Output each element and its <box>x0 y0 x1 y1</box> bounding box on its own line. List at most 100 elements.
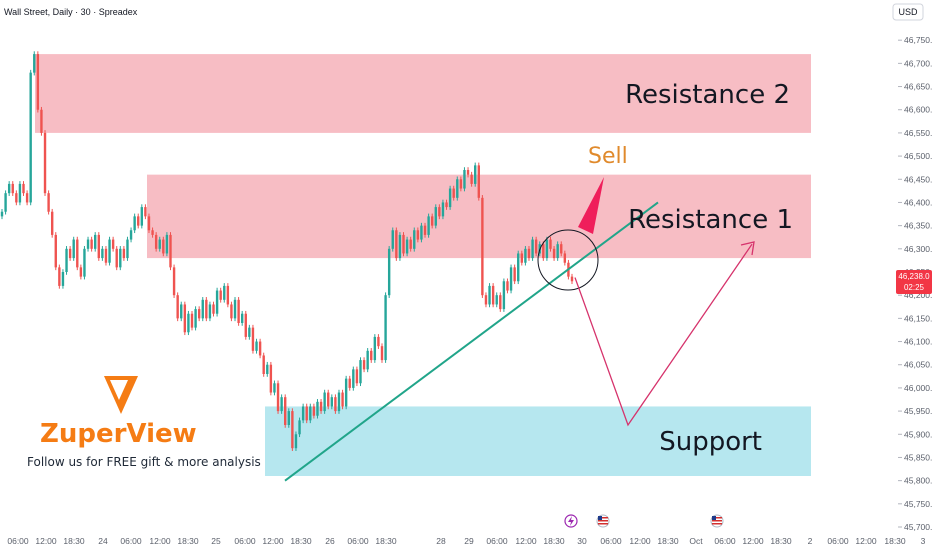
x-tick-label: 28 <box>436 536 446 546</box>
zones-layer <box>35 54 811 476</box>
candle <box>474 162 477 187</box>
candle-body <box>312 406 316 416</box>
us-flag-event-icon-2[interactable] <box>710 514 724 528</box>
candle-body <box>244 313 247 337</box>
candle <box>373 334 377 363</box>
candle <box>527 246 531 261</box>
x-tick-label: 30 <box>577 536 587 546</box>
candle <box>183 301 187 336</box>
candle-body <box>276 383 280 412</box>
candle-body <box>542 244 545 259</box>
candle <box>251 324 255 354</box>
candle <box>456 176 459 201</box>
candle <box>552 246 556 261</box>
candle <box>47 190 50 215</box>
breakout-circle <box>537 229 599 291</box>
overlay-layer <box>284 177 755 482</box>
candle <box>169 232 172 271</box>
candle <box>115 246 118 271</box>
candle-body <box>491 285 495 305</box>
candle-body <box>502 281 506 310</box>
candle <box>94 232 97 252</box>
x-axis[interactable]: 06:00 12:00 18:30 24 06:00 12:00 18:30 25 06:00 1… <box>7 536 925 546</box>
candle <box>11 181 14 196</box>
candle <box>50 208 54 238</box>
candle-body <box>327 392 330 407</box>
currency-label: USD <box>898 7 918 17</box>
candle-body <box>58 267 61 286</box>
candle-body <box>273 383 276 393</box>
candle-body <box>445 202 448 208</box>
candle <box>7 181 11 196</box>
candle-body <box>230 304 233 319</box>
candle-body <box>420 225 423 240</box>
candle <box>427 213 430 238</box>
candle <box>266 361 269 377</box>
candle <box>352 366 355 391</box>
candle-body <box>380 346 384 361</box>
candle-body <box>162 239 165 254</box>
currency-button[interactable] <box>892 3 924 21</box>
candle <box>495 292 498 308</box>
candle <box>237 297 240 326</box>
candle-body <box>298 420 301 435</box>
candle <box>438 204 441 220</box>
candle <box>517 250 520 285</box>
candle-body <box>463 170 466 189</box>
candle <box>18 181 22 206</box>
candle <box>104 246 108 266</box>
candle-body <box>240 313 244 323</box>
candle-body <box>466 170 470 175</box>
candle <box>276 380 280 414</box>
candle <box>344 375 348 410</box>
x-tick-label: 12:00 <box>35 536 57 546</box>
candle <box>534 236 538 257</box>
x-tick-label: 18:30 <box>770 536 792 546</box>
y-tick-label: 46,050.0 <box>904 360 932 370</box>
candle-body <box>319 401 323 412</box>
candle <box>402 232 405 257</box>
candle <box>491 283 495 308</box>
candle-body <box>140 207 144 226</box>
candle-body <box>187 313 190 333</box>
price-badge-value: 46,238.0 <box>898 272 930 281</box>
candle-body <box>448 188 452 208</box>
candle <box>29 69 32 206</box>
candle-body <box>427 216 430 235</box>
candle-body <box>284 397 287 425</box>
candle <box>140 204 144 229</box>
candle-body <box>65 248 68 272</box>
candle <box>556 241 559 261</box>
candle <box>187 310 190 336</box>
candle-body <box>248 327 251 337</box>
lightning-event-icon[interactable] <box>564 514 578 528</box>
candle-body <box>552 248 556 259</box>
candle <box>301 403 305 424</box>
x-tick-label: 12:00 <box>742 536 764 546</box>
candle <box>327 389 330 410</box>
candle-body <box>269 364 273 393</box>
price-badge <box>896 270 932 294</box>
candle-body <box>237 299 240 323</box>
candle-body <box>205 299 208 319</box>
resistance-1-label: Resistance 1 <box>628 205 793 235</box>
x-tick-label: 18:30 <box>177 536 199 546</box>
candle-body <box>154 234 158 249</box>
candle-body <box>172 267 176 296</box>
candle-body <box>409 239 412 249</box>
y-axis[interactable]: 45,700.0 45,750.0 45,800.0 45,850.0 45,900.0… <box>898 35 932 532</box>
candle <box>137 213 140 229</box>
candle <box>133 213 136 234</box>
x-tick-label: 18:30 <box>375 536 397 546</box>
candle-body <box>83 248 86 277</box>
candle <box>226 283 230 308</box>
candle <box>126 236 129 261</box>
candle <box>524 246 527 266</box>
candle-body <box>197 309 201 319</box>
x-tick-label: 18:30 <box>657 536 679 546</box>
candle <box>154 232 158 252</box>
candle <box>72 236 75 261</box>
candle-body <box>405 239 409 254</box>
us-flag-event-icon[interactable] <box>596 514 610 528</box>
candle-body <box>348 378 351 388</box>
